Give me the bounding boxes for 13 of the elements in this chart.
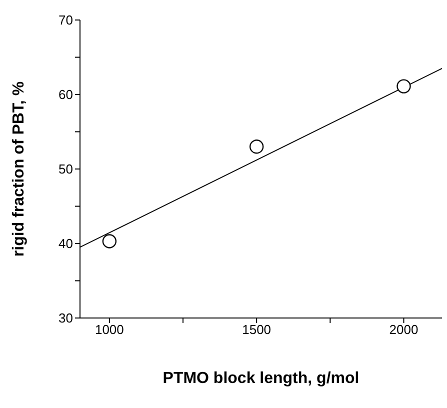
point — [102, 234, 117, 248]
x-tick-label: 1500 — [242, 322, 272, 338]
y-tick-label: 50 — [58, 162, 73, 177]
y-tick-label: 70 — [58, 12, 73, 28]
y-tick-label: 60 — [58, 87, 73, 102]
point — [249, 140, 264, 154]
y-tick-label: 40 — [58, 236, 73, 252]
x-tick-label: 2000 — [389, 322, 418, 338]
y-tick-label: 30 — [58, 310, 73, 326]
x-axis-title: PTMO block length, g/mol — [162, 370, 360, 387]
x-tick-label: 1000 — [94, 322, 124, 338]
y-axis-title: rigid fraction of PBT, % — [10, 81, 28, 257]
point — [396, 79, 411, 94]
